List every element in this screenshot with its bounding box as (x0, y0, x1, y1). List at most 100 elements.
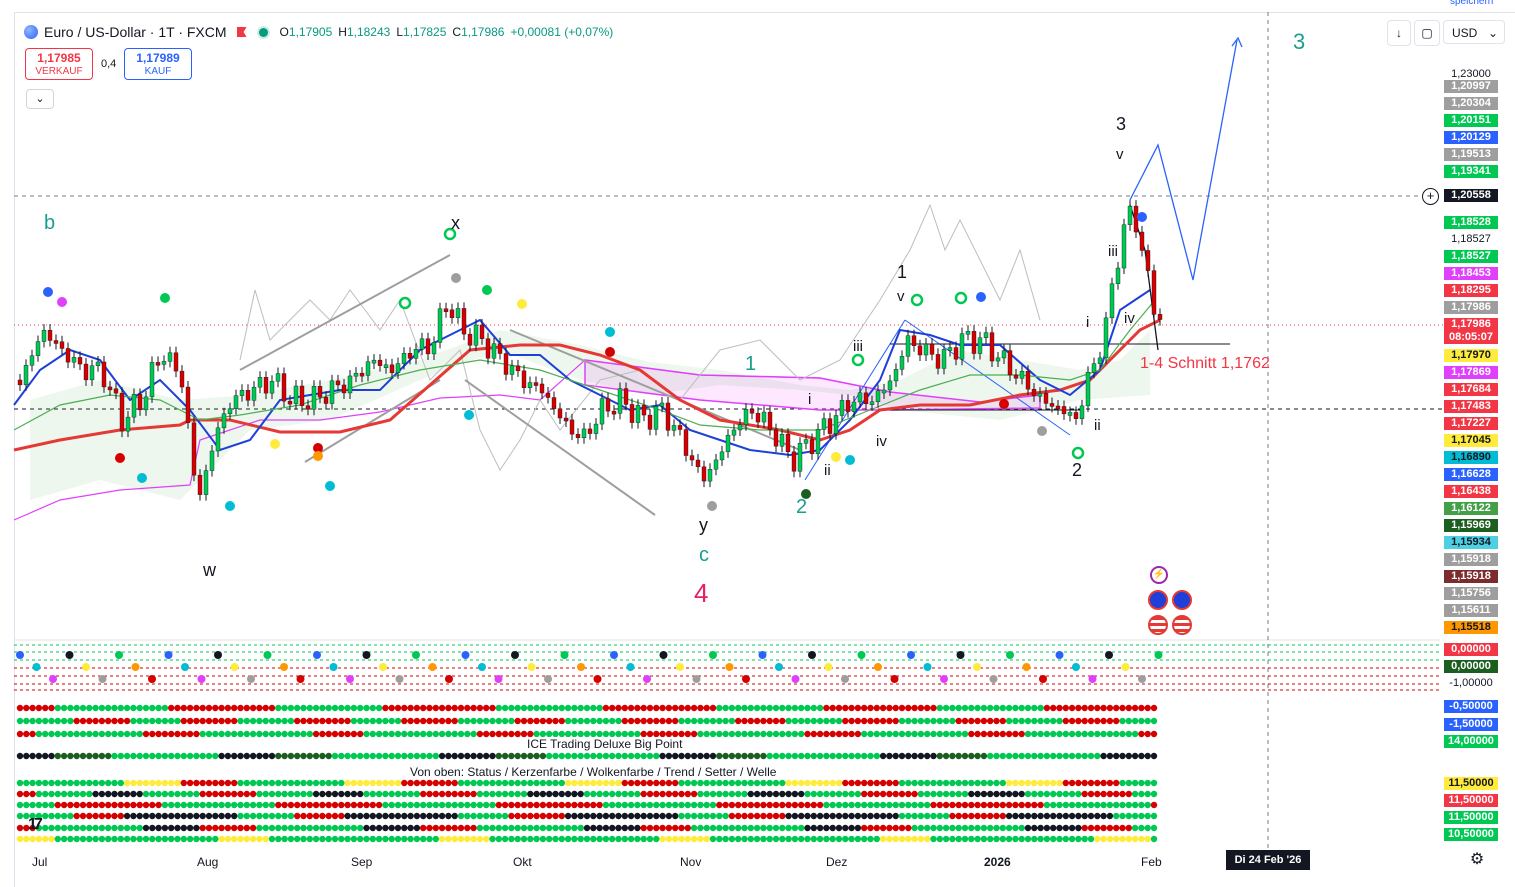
indicator-dot (287, 824, 295, 832)
chevron-down-icon: ⌄ (35, 93, 45, 105)
indicator-dot (174, 812, 181, 820)
buy-button[interactable]: 1,17989 KAUF (124, 48, 192, 80)
indicator-dot (451, 801, 458, 809)
settings-gear-icon[interactable]: ⚙ (1469, 851, 1485, 868)
crosshair-plus-icon[interactable]: + (1422, 188, 1439, 205)
indicator-dot (319, 801, 326, 809)
indicator-dot (142, 730, 150, 738)
indicator-dot (842, 835, 849, 843)
indicator-dot (262, 812, 269, 820)
indicator-dot (382, 704, 389, 712)
candle (893, 369, 899, 382)
indicator-dot (798, 801, 805, 809)
indicator-dot (930, 704, 937, 712)
indicator-dot (634, 790, 641, 798)
indicator-dot (48, 752, 55, 760)
download-button[interactable]: ↓ (1387, 20, 1411, 46)
indicator-dot (401, 730, 408, 738)
indicator-dot (186, 752, 194, 760)
indicator-dot (174, 835, 181, 843)
indicator-dot (426, 704, 433, 712)
indicator-dot (772, 752, 780, 760)
indicator-dot (136, 752, 143, 760)
currency-select[interactable]: USD ⌄ (1443, 20, 1505, 44)
indicator-dot (312, 812, 320, 820)
candle (905, 335, 911, 357)
candle (209, 450, 215, 471)
indicator-dot (930, 790, 937, 798)
oscillator-dot (478, 663, 486, 671)
indicator-dot (999, 752, 1006, 760)
indicator-dot (306, 824, 313, 832)
oscillator-dot (527, 663, 536, 671)
indicator-dot (92, 704, 99, 712)
indicator-dot (1018, 704, 1025, 712)
indicator-dot (558, 835, 565, 843)
indicator-dot (1119, 801, 1126, 809)
indicator-dot (716, 801, 723, 809)
indicator-dot (709, 730, 717, 738)
indicator-dot (249, 730, 257, 738)
candle (1043, 392, 1049, 404)
indicator-dot (558, 752, 565, 760)
symbol-title[interactable]: Euro / US-Dollar · 1T · FXCM (44, 24, 227, 40)
indicator-dot (92, 790, 99, 798)
indicator-dot (438, 752, 446, 760)
indicator-dot (73, 752, 80, 760)
indicator-dot (627, 801, 635, 809)
indicator-dot (268, 812, 276, 820)
time-label-okt: Okt (513, 855, 532, 869)
indicator-dot (621, 752, 628, 760)
indicator-dot (287, 752, 295, 760)
indicator-dot (1005, 824, 1013, 832)
indicator-dot (451, 790, 458, 798)
oscillator-dot (824, 663, 833, 671)
indicator-dot (86, 730, 93, 738)
indicator-dot (653, 824, 660, 832)
indicator-dot (48, 824, 55, 832)
indicator-dot (60, 752, 68, 760)
indicator-dot (798, 752, 805, 760)
indicator-dot (690, 730, 698, 738)
indicator-dot (741, 812, 748, 820)
indicator-dot (312, 717, 320, 725)
collapse-legend-button[interactable]: ⌄ (26, 89, 54, 109)
indicator-dot (772, 704, 780, 712)
indicator-dot (483, 752, 490, 760)
price-axis-label: 0,00000 (1444, 660, 1498, 673)
indicator-dot (1005, 835, 1013, 843)
tradingview-logo[interactable]: 17 (28, 816, 43, 833)
indicator-dot (287, 801, 295, 809)
indicator-dot (791, 779, 799, 787)
indicator-dot (338, 801, 345, 809)
save-hint[interactable]: speichern (1450, 0, 1494, 7)
candle (221, 413, 227, 429)
indicator-dot (924, 704, 931, 712)
indicator-dot (640, 835, 647, 843)
indicator-dot (854, 824, 862, 832)
fullscreen-button[interactable]: ▢ (1414, 20, 1440, 46)
indicator-dot (29, 790, 36, 798)
indicator-dot (609, 801, 616, 809)
indicator-dot (653, 704, 660, 712)
indicator-dot (445, 779, 452, 787)
indicator-dot (615, 730, 622, 738)
sell-button[interactable]: 1,17985 VERKAUF (25, 48, 93, 80)
chevron-down-icon: ⌄ (1487, 26, 1498, 40)
signal-marker (57, 297, 67, 307)
indicator-dot (1050, 835, 1057, 843)
indicator-dot (23, 835, 30, 843)
indicator-dot (741, 752, 748, 760)
indicator-dot (653, 717, 660, 725)
indicator-dot (501, 779, 509, 787)
indicator-dot (1043, 812, 1051, 820)
indicator-dot (728, 812, 736, 820)
candle (827, 418, 833, 434)
symbol-header[interactable]: Euro / US-Dollar · 1T · FXCM O1,17905 H1… (24, 22, 613, 42)
indicator-dot (886, 730, 893, 738)
indicator-dot (1144, 779, 1151, 787)
indicator-dot (835, 835, 843, 843)
indicator-dot (835, 801, 843, 809)
indicator-dot (917, 704, 925, 712)
